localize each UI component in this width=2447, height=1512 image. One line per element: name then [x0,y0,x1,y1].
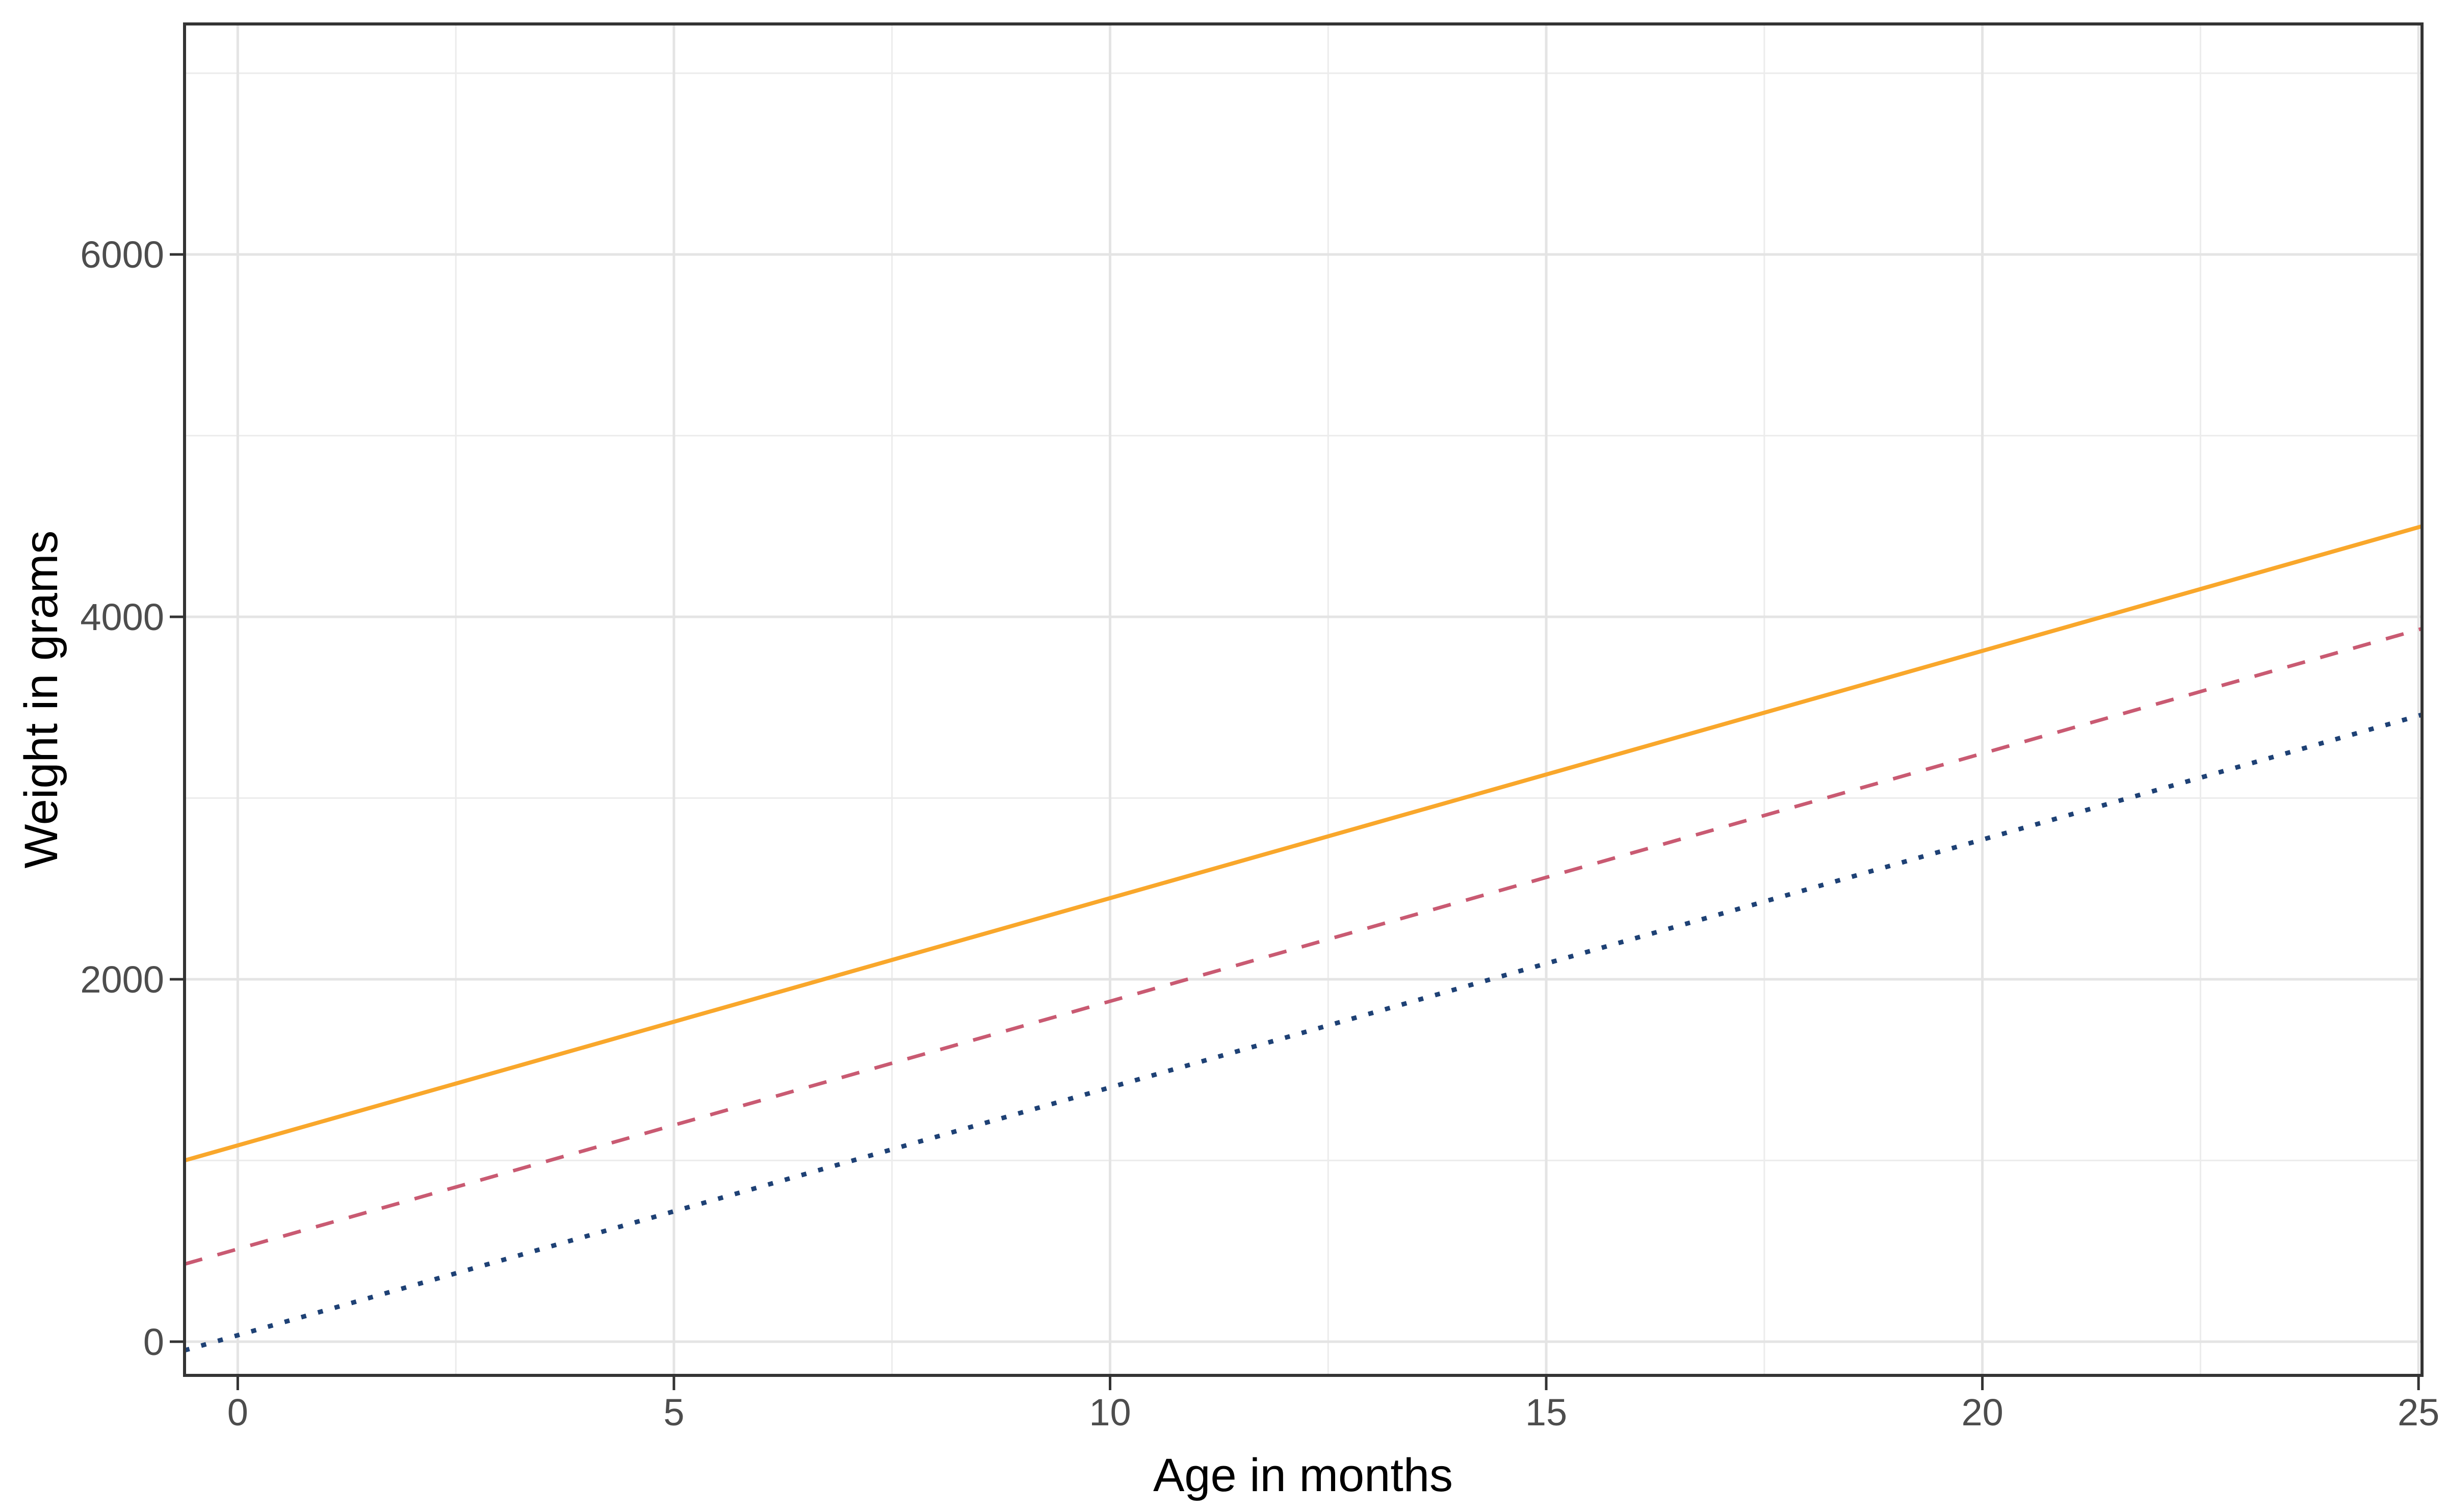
y-axis-title: Weight in grams [15,530,67,868]
x-axis-tick-label: 20 [1961,1391,2003,1433]
middle-dashed-rose-line [184,627,2423,1266]
gridlines-minor [185,24,2422,1375]
x-axis-title: Age in months [1153,1449,1453,1501]
data-series-lines [184,524,2423,1353]
x-axis-tick-label: 25 [2398,1391,2439,1433]
y-axis-tick-label: 6000 [80,233,164,276]
panel-border [183,22,2424,1377]
x-axis-tick-label: 0 [227,1391,248,1433]
upper-solid-orange-line [184,524,2423,1163]
y-axis-tick-label: 0 [143,1321,164,1363]
gridlines-major [185,24,2422,1375]
axis-tick-marks [170,253,2420,1390]
axis-tick-labels: 0 5 10 15 20 25 0 2000 4000 6000 [80,233,2439,1433]
y-axis-tick-label: 4000 [80,596,164,638]
y-axis-tick-label: 2000 [80,958,164,1001]
lower-dotted-navy-line [184,712,2423,1353]
x-axis-tick-label: 10 [1089,1391,1131,1433]
x-axis-tick-label: 5 [663,1391,684,1433]
x-axis-tick-label: 15 [1525,1391,1567,1433]
